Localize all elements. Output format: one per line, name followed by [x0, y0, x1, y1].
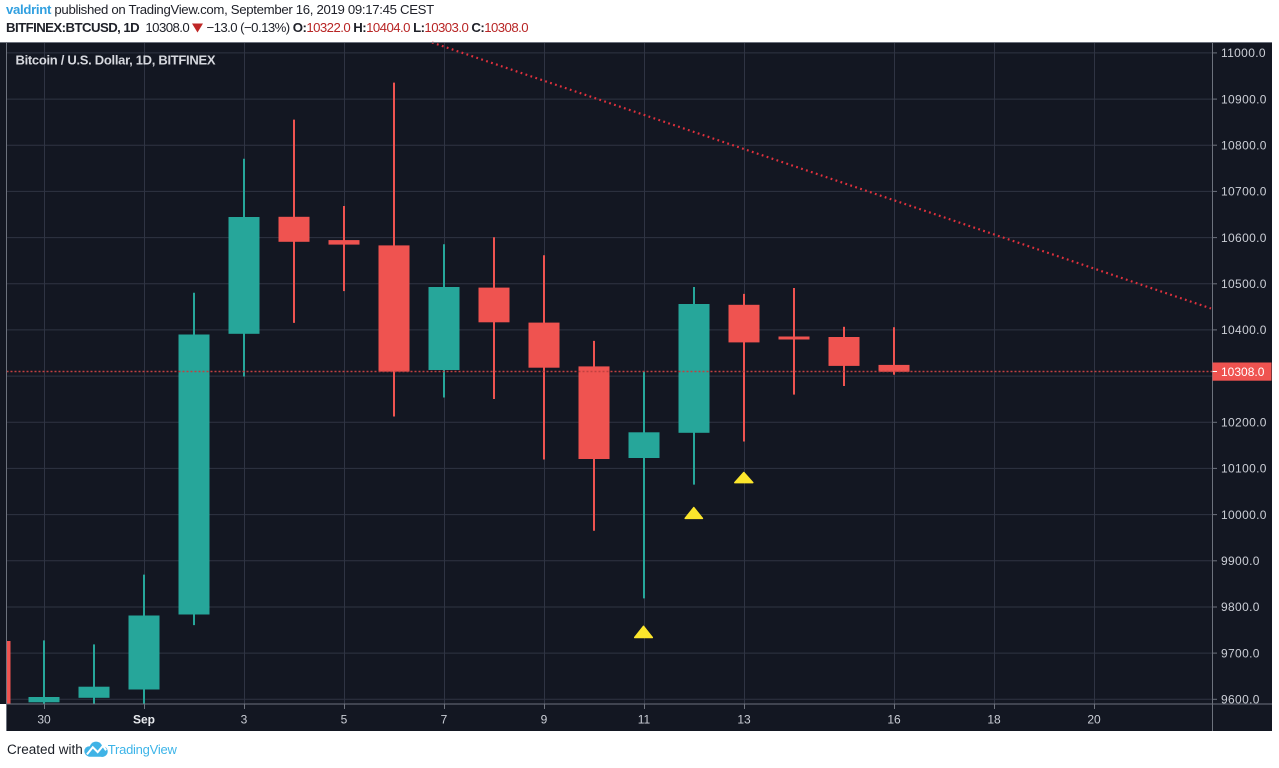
svg-text:10500.0: 10500.0	[1221, 277, 1267, 291]
svg-text:16: 16	[887, 713, 901, 727]
svg-text:11000.0: 11000.0	[1221, 46, 1266, 60]
svg-text:5: 5	[341, 713, 348, 727]
svg-text:9800.0: 9800.0	[1221, 600, 1260, 614]
svg-text:11: 11	[638, 713, 651, 727]
svg-text:Bitcoin / U.S. Dollar, 1D, BIT: Bitcoin / U.S. Dollar, 1D, BITFINEX	[16, 53, 216, 68]
svg-text:7: 7	[441, 713, 448, 727]
svg-text:20: 20	[1087, 713, 1101, 727]
svg-text:10700.0: 10700.0	[1221, 185, 1267, 199]
svg-text:3: 3	[241, 713, 248, 727]
svg-text:10000.0: 10000.0	[1221, 508, 1267, 522]
svg-text:10200.0: 10200.0	[1221, 416, 1267, 430]
svg-text:Sep: Sep	[133, 713, 155, 727]
svg-text:10800.0: 10800.0	[1221, 138, 1267, 152]
svg-text:10900.0: 10900.0	[1221, 92, 1267, 106]
svg-text:9900.0: 9900.0	[1221, 554, 1260, 568]
svg-text:9600.0: 9600.0	[1221, 693, 1260, 707]
svg-text:9700.0: 9700.0	[1221, 646, 1260, 660]
svg-text:10100.0: 10100.0	[1221, 462, 1267, 476]
svg-text:9: 9	[541, 713, 548, 727]
svg-text:10600.0: 10600.0	[1221, 231, 1267, 245]
svg-text:10308.0: 10308.0	[1221, 365, 1265, 379]
svg-text:13: 13	[737, 713, 751, 727]
svg-text:18: 18	[987, 713, 1001, 727]
svg-text:10400.0: 10400.0	[1221, 323, 1267, 337]
svg-text:30: 30	[37, 713, 51, 727]
